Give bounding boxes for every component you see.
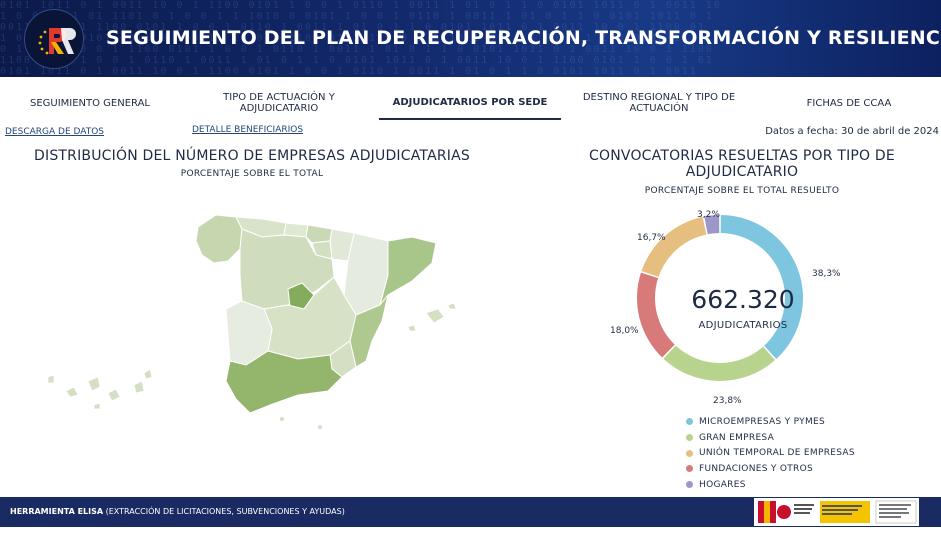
region-cataluna[interactable] (379, 236, 437, 306)
legend-swatch (686, 418, 693, 426)
donut-section-title: CONVOCATORIAS RESUELTAS POR TIPO DE ADJU… (562, 148, 922, 180)
recovery-plan-logo (24, 9, 84, 69)
footer-tool-name: HERRAMIENTA ELISA (10, 507, 104, 516)
spain-regions-map[interactable] (36, 205, 476, 450)
donut-section-subtitle: PORCENTAJE SOBRE EL TOTAL RESUELTO (644, 186, 840, 196)
eu-stars-icon (38, 30, 49, 55)
region-andalucia[interactable] (225, 350, 343, 414)
donut-center-value: 662.320 (691, 285, 795, 314)
download-data-link[interactable]: DESCARGA DE DATOS (5, 127, 105, 137)
region-pais-vasco[interactable] (305, 224, 333, 244)
footer-tool-text: HERRAMIENTA ELISA (EXTRACCIÓN DE LICITAC… (10, 507, 345, 516)
region-ceuta[interactable] (280, 417, 284, 421)
legend-label: UNIÓN TEMPORAL DE EMPRESAS (699, 448, 855, 459)
data-label-fundaciones: 18,0% (610, 326, 639, 336)
footer-tool-desc: (EXTRACCIÓN DE LICITACIONES, SUBVENCIONE… (103, 507, 345, 516)
tab-destino-regional[interactable]: DESTINO REGIONAL Y TIPO DE ACTUACIÓN (582, 92, 736, 114)
legend-label: HOGARES (699, 479, 746, 490)
legend-swatch (686, 449, 693, 457)
region-navarra[interactable] (329, 228, 355, 262)
legend-swatch (686, 434, 693, 442)
region-baleares[interactable] (407, 302, 457, 332)
legend-label: MICROEMPRESAS Y PYMES (699, 416, 826, 427)
data-label-gran-empresa: 23,8% (713, 396, 742, 406)
map-section-title: DISTRIBUCIÓN DEL NÚMERO DE EMPRESAS ADJU… (34, 148, 470, 164)
footer-bar: HERRAMIENTA ELISA (EXTRACCIÓN DE LICITAC… (0, 497, 941, 527)
donut-arcs (637, 215, 803, 381)
header-banner: 0101 1011 0 1 0011 10 0 1 1100 0101 1 0 … (0, 0, 941, 77)
beneficiaries-detail-link[interactable]: DETALLE BENEFICIARIOS (192, 125, 304, 135)
data-label-microempresas: 38,3% (812, 269, 841, 279)
slice-hogares[interactable] (704, 215, 720, 235)
donut-center-label: ADJUDICATARIOS (698, 320, 788, 331)
donut-chart[interactable] (600, 200, 840, 415)
data-label-hogares: 3,2% (697, 210, 720, 220)
region-melilla[interactable] (318, 425, 322, 429)
legend-swatch (686, 481, 693, 489)
legend-label: GRAN EMPRESA (699, 432, 775, 443)
slice-gran-empresa[interactable] (663, 345, 776, 381)
slice-microempresas[interactable] (720, 215, 803, 359)
legend-item-microempresas[interactable]: MICROEMPRESAS Y PYMES (686, 414, 855, 430)
legend-item-union-temporal[interactable]: UNIÓN TEMPORAL DE EMPRESAS (686, 445, 855, 461)
legend-item-gran-empresa[interactable]: GRAN EMPRESA (686, 430, 855, 446)
legend-swatch (686, 465, 693, 473)
tab-adjudicatarios-por-sede[interactable]: ADJUDICATARIOS POR SEDE (379, 86, 561, 120)
page-title: SEGUIMIENTO DEL PLAN DE RECUPERACIÓN, TR… (106, 27, 941, 49)
legend-item-fundaciones[interactable]: FUNDACIONES Y OTROS (686, 461, 855, 477)
region-galicia[interactable] (195, 214, 243, 264)
donut-section-title-line2: ADJUDICATARIO (685, 164, 799, 180)
legend-item-hogares[interactable]: HOGARES (686, 477, 855, 493)
region-canarias[interactable] (47, 368, 153, 410)
donut-section-title-line1: CONVOCATORIAS RESUELTAS POR TIPO DE (589, 148, 895, 164)
main-nav: SEGUIMIENTO GENERAL TIPO DE ACTUACIÓN Y … (0, 80, 941, 122)
tab-tipo-actuacion[interactable]: TIPO DE ACTUACIÓN Y ADJUDICATARIO (223, 92, 335, 114)
slice-fundaciones[interactable] (637, 272, 675, 358)
tab-seguimiento-general[interactable]: SEGUIMIENTO GENERAL (29, 97, 151, 109)
donut-legend: MICROEMPRESAS Y PYMES GRAN EMPRESA UNIÓN… (686, 414, 855, 492)
data-label-union-temporal: 16,7% (637, 233, 666, 243)
data-date-note: Datos a fecha: 30 de abril de 2024 (765, 126, 939, 137)
government-logo (754, 498, 919, 526)
legend-label: FUNDACIONES Y OTROS (699, 463, 813, 474)
map-section-subtitle: PORCENTAJE SOBRE EL TOTAL (180, 169, 324, 179)
slice-union-temporal[interactable] (641, 216, 707, 277)
tab-fichas-ccaa[interactable]: FICHAS DE CCAA (806, 97, 892, 109)
